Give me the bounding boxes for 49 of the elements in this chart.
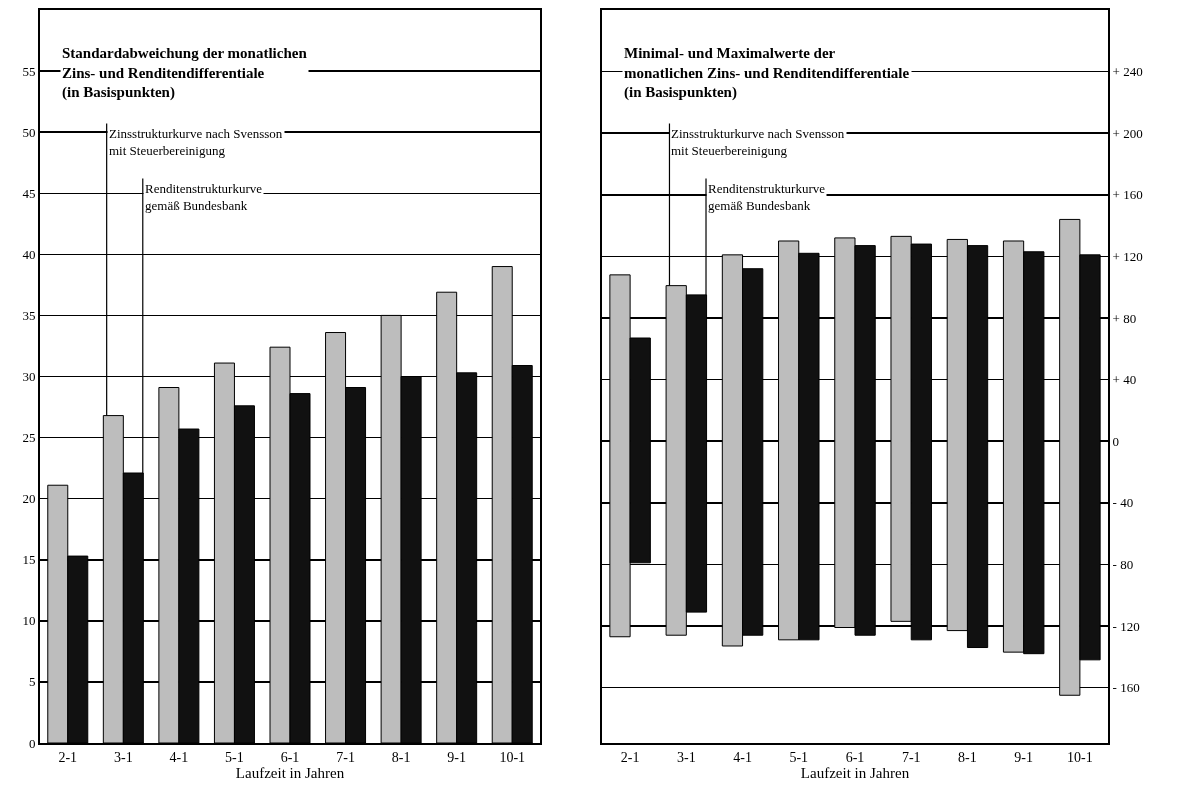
x-tick-label: 8-1 bbox=[391, 749, 411, 765]
x-tick-label: 4-1 bbox=[733, 749, 752, 765]
text: Renditenstrukturkurve gemäß Bundesbank bbox=[145, 181, 263, 213]
y2-tick-label: + 120 bbox=[1112, 248, 1143, 264]
x-tick-label: 9-1 bbox=[1014, 749, 1034, 765]
y-tick-label: 5 bbox=[28, 674, 36, 690]
y2-tick-label: + 80 bbox=[1112, 310, 1137, 326]
text: Zinsstrukturkurve nach Svensson mit Steuerbereinigung bbox=[671, 126, 845, 158]
x-tick-label: 10-1 bbox=[499, 749, 526, 765]
text: Standardabweichung der monatlichen Zins- und Renditendifferentiale (in Basispunkten) bbox=[62, 45, 308, 101]
y2-tick-label: + 240 bbox=[1112, 64, 1143, 80]
x-tick-label: 2-1 bbox=[58, 749, 78, 765]
y-tick-label: 20 bbox=[22, 491, 36, 507]
x-tick-label: 7-1 bbox=[901, 749, 921, 765]
x-tick-label: 7-1 bbox=[336, 749, 355, 765]
x-tick-label: 6-1 bbox=[280, 749, 300, 765]
y-tick-label: 45 bbox=[22, 185, 36, 201]
x-tick-label: 3-1 bbox=[113, 749, 133, 765]
y-tick-label: 50 bbox=[22, 124, 36, 140]
x-tick-label: 2-1 bbox=[620, 749, 640, 765]
x-tick-label: 4-1 bbox=[169, 749, 189, 765]
y-tick-label: 30 bbox=[22, 369, 36, 385]
y2-tick-label: - 120 bbox=[1112, 618, 1140, 634]
text: Zinsstrukturkurve nach Svensson mit Steuerbereinigung bbox=[109, 126, 283, 158]
text: Renditenstrukturkurve gemäß Bundesbank bbox=[708, 181, 826, 213]
text: Minimal- und Maximalwerte der monatlichen Zins- und Renditendifferentiale (in Basispunkten) bbox=[624, 45, 910, 101]
y-tick-label: 55 bbox=[22, 63, 36, 79]
y2-tick-label: + 40 bbox=[1112, 372, 1137, 388]
y-tick-label: 15 bbox=[22, 552, 36, 568]
x-axis-title: Laufzeit in Jahren bbox=[800, 765, 910, 782]
x-tick-label: 5-1 bbox=[225, 749, 244, 765]
y-tick-label: 35 bbox=[22, 307, 36, 323]
x-tick-label: 9-1 bbox=[447, 749, 467, 765]
y2-tick-label: - 160 bbox=[1112, 680, 1140, 696]
x-tick-label: 8-1 bbox=[958, 749, 977, 765]
x-tick-label: 10-1 bbox=[1067, 749, 1093, 765]
y2-tick-label: + 160 bbox=[1112, 187, 1143, 203]
x-tick-label: 6-1 bbox=[845, 749, 865, 765]
y2-tick-label: - 40 bbox=[1112, 495, 1134, 511]
x-tick-label: 5-1 bbox=[789, 749, 809, 765]
y2-tick-label: 0 bbox=[1112, 433, 1120, 449]
x-tick-label: 3-1 bbox=[676, 749, 696, 765]
y-tick-label: 25 bbox=[22, 430, 36, 446]
x-axis-title: Laufzeit in Jahren bbox=[235, 765, 345, 782]
y2-tick-label: - 80 bbox=[1112, 556, 1134, 572]
y-tick-label: 10 bbox=[22, 613, 36, 629]
y-tick-label: 40 bbox=[22, 246, 36, 262]
y2-tick-label: + 200 bbox=[1112, 125, 1143, 141]
y-tick-label: 0 bbox=[28, 735, 36, 751]
